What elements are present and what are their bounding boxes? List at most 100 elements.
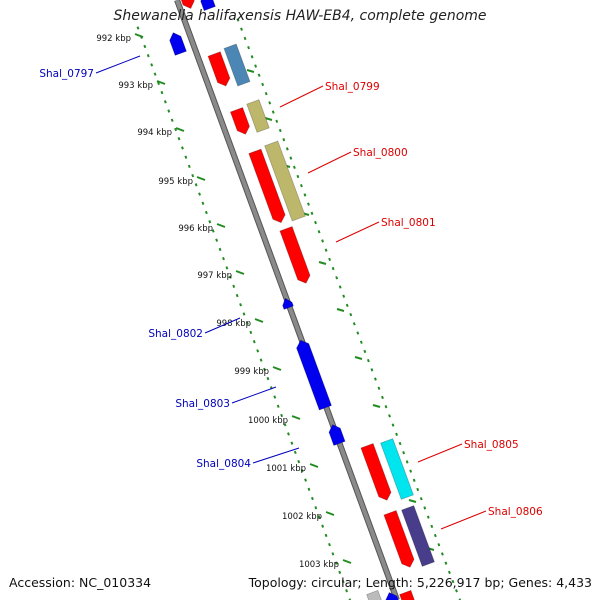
track-dot (349, 312, 353, 317)
scale-major-tick (156, 80, 166, 85)
scale-label: 1000 kbp (248, 416, 288, 426)
track-dot (201, 201, 205, 205)
track-dot (232, 284, 236, 288)
scale-label: 999 kbp (234, 367, 269, 377)
cds-forward-feature (383, 510, 415, 568)
scale-label: 1003 kbp (299, 560, 339, 570)
track-dot (419, 497, 423, 501)
cds-forward-feature (207, 51, 231, 87)
scale-major-tick (196, 176, 206, 181)
track-dot (273, 395, 277, 399)
track-dot (252, 340, 256, 344)
track-dot (398, 441, 402, 446)
track-dot (433, 533, 437, 538)
cds-forward-feature (248, 148, 286, 224)
track-dot (191, 173, 195, 178)
track-dot (356, 331, 360, 335)
track-dot (314, 506, 318, 510)
track-dot (388, 414, 391, 418)
cds-reverse-feature (282, 297, 294, 310)
track-dot (240, 27, 243, 31)
track-dot (275, 119, 279, 123)
gene-label: Shal_0804 (196, 458, 251, 470)
track-dot (324, 248, 328, 252)
track-dot (455, 589, 458, 593)
track-dot (280, 413, 284, 418)
scale-label: 1002 kbp (282, 512, 322, 522)
cds-reverse-feature (385, 591, 399, 600)
track-dot (405, 460, 409, 464)
cds-forward-feature (360, 443, 392, 501)
cds-reverse-feature (169, 32, 187, 56)
track-dot (259, 358, 263, 362)
scale-major-tick (254, 318, 264, 323)
track-dot (218, 247, 222, 252)
track-dot (348, 598, 352, 600)
track-dot (194, 183, 198, 187)
track-dot (300, 184, 303, 188)
scale-label: 995 kbp (158, 177, 193, 187)
cds-reverse-feature (328, 424, 346, 446)
track-dot (261, 82, 265, 87)
track-dot (289, 156, 293, 160)
track-dot (163, 100, 167, 104)
gene-label-leader (252, 447, 300, 464)
track-dot (345, 303, 349, 308)
track-dot (204, 210, 208, 215)
rna-feature (401, 505, 435, 567)
track-dot (278, 128, 282, 133)
track-dot (381, 395, 384, 400)
genome-stats-text: Topology: circular; Length: 5,226,917 bp… (248, 575, 592, 590)
track-dot (153, 72, 157, 76)
track-dot (143, 44, 147, 49)
gene-label-leader (95, 55, 141, 74)
track-dot (293, 450, 297, 455)
track-dot (374, 377, 377, 381)
track-dot (331, 552, 335, 556)
track-dot (266, 376, 270, 381)
track-dot (310, 496, 314, 501)
scale-major-tick-outer (246, 69, 255, 73)
track-dot (335, 276, 339, 280)
gene-label-leader (231, 386, 277, 404)
scale-major-tick-outer (354, 356, 363, 360)
track-dot (222, 256, 225, 261)
cds-forward-feature (279, 226, 311, 284)
track-dot (245, 321, 249, 325)
track-dot (177, 137, 181, 141)
track-dot (444, 561, 448, 565)
track-dot (239, 303, 243, 307)
track-dot (235, 293, 239, 298)
track-dot (276, 404, 280, 408)
track-dot (292, 165, 296, 169)
track-dot (342, 294, 346, 298)
track-dot (208, 220, 212, 224)
gene-label: Shal_0800 (353, 147, 408, 159)
scale-major-tick (134, 33, 144, 38)
gene-label-leader (279, 85, 324, 108)
track-dot (287, 432, 290, 436)
track-dot (136, 26, 140, 30)
scale-label: 998 kbp (216, 319, 251, 329)
track-dot (458, 598, 462, 600)
scale-major-tick (235, 270, 245, 275)
track-dot (263, 367, 266, 372)
scale-label: 996 kbp (178, 224, 213, 234)
page-title: Shewanella halifaxensis HAW-EB4, complet… (113, 8, 487, 24)
track-dot (297, 459, 301, 464)
gene-label: Shal_0797 (39, 68, 94, 80)
gene-label-leader (204, 317, 241, 334)
track-dot (345, 589, 349, 593)
track-dot (328, 257, 332, 262)
track-dot (430, 524, 434, 529)
scale-major-tick (272, 366, 282, 371)
track-dot (384, 405, 388, 409)
track-dot (150, 63, 154, 67)
track-dot (187, 164, 191, 169)
track-dot (412, 478, 416, 482)
track-dot (184, 155, 188, 159)
gene-label-leader (440, 510, 487, 530)
inner-scale-track (136, 26, 352, 600)
track-dot (228, 275, 232, 279)
track-dot (440, 552, 444, 556)
